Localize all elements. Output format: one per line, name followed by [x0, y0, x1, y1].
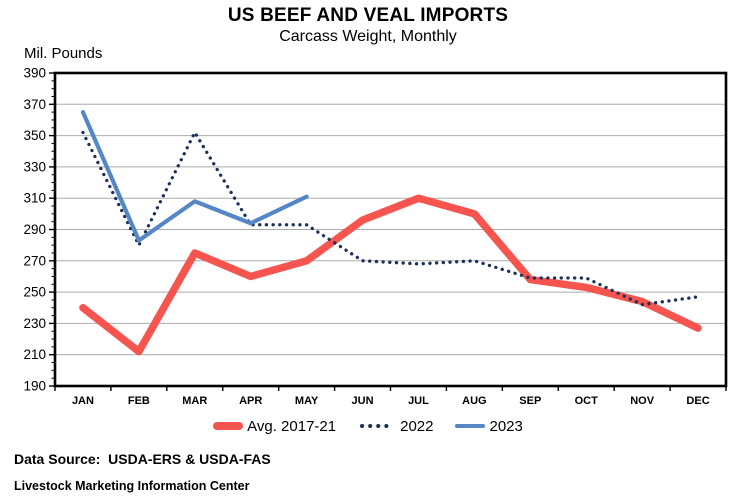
x-tick-label: NOV: [630, 395, 655, 407]
series-line-avg-2017-21: [79, 194, 702, 356]
x-tick-label: FEB: [128, 395, 150, 407]
y-tick-label: 190: [23, 379, 46, 394]
legend-item-avg-2017-21: Avg. 2017-21: [213, 418, 336, 435]
legend-swatch-2023: [455, 424, 486, 428]
x-tick-label: JAN: [72, 395, 94, 407]
y-tick-label: 210: [23, 347, 46, 362]
x-tick-label: AUG: [462, 395, 486, 407]
x-tick-label: MAR: [182, 395, 207, 407]
x-tick-label: MAY: [295, 395, 319, 407]
legend-label-avg-2017-21: Avg. 2017-21: [247, 417, 337, 435]
x-tick-label: SEP: [519, 395, 541, 407]
plot-border: [53, 71, 728, 388]
y-tick-label: 230: [23, 316, 46, 331]
x-tick-label: JUN: [352, 395, 374, 407]
x-tick-label: JUL: [408, 395, 429, 407]
chart-title: US BEEF AND VEAL IMPORTS: [227, 5, 509, 26]
y-tick-label: 290: [23, 222, 46, 237]
legend: Avg. 2017-21 2022 2023: [0, 413, 736, 439]
series-line-2023: [80, 110, 309, 243]
plot-area: 390 370 350 330 310 290 270 250 230 210 190 JAN FEB M…: [23, 66, 728, 407]
y-tick-label: 250: [23, 285, 46, 300]
credit-text: Livestock Marketing Information Center: [14, 479, 250, 493]
chart-subtitle: Carcass Weight, Monthly: [279, 28, 457, 45]
y-tick-label: 350: [23, 128, 46, 143]
y-tick-label: 390: [23, 66, 46, 81]
legend-item-2023: 2023: [455, 417, 523, 435]
legend-label-2022: 2022: [400, 417, 434, 435]
x-tick-label: DEC: [686, 395, 709, 407]
y-axis-title: Mil. Pounds: [24, 45, 103, 62]
legend-swatch-avg-2017-21: [213, 422, 244, 430]
y-tick-label: 370: [23, 97, 46, 112]
y-tick-label: 270: [23, 253, 46, 268]
y-tick-label: 310: [23, 191, 46, 206]
series-line-2022: [81, 130, 700, 307]
legend-item-2022: 2022: [358, 418, 433, 435]
legend-label-2023: 2023: [489, 417, 523, 435]
legend-swatch-2022: [360, 424, 397, 428]
data-source-text: Data Source: USDA-ERS & USDA-FAS: [14, 451, 271, 467]
y-tick-label: 330: [23, 159, 46, 174]
x-tick-label: OCT: [575, 395, 599, 407]
x-tick-label: APR: [239, 395, 262, 407]
